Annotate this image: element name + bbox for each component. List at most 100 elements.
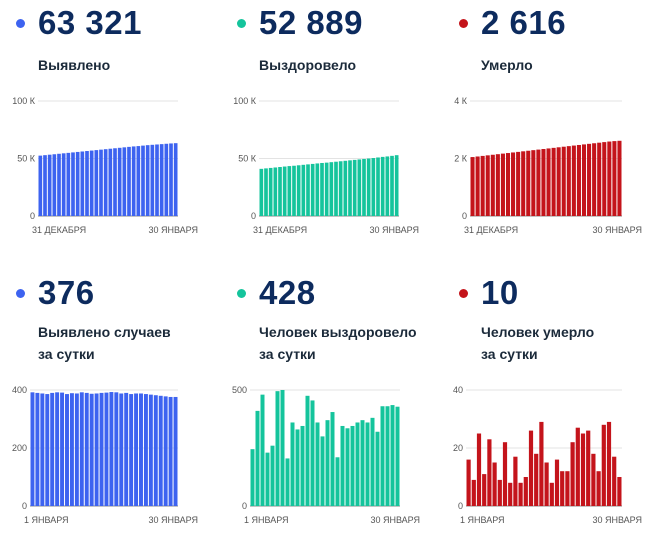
recovered-total-label: Выздоровело <box>259 57 357 73</box>
y-tick-label: 0 <box>462 211 467 221</box>
bar <box>275 391 280 506</box>
x-tick-label: 1 ЯНВАРЯ <box>244 515 289 525</box>
bar <box>301 164 306 216</box>
bar <box>343 160 348 216</box>
bar <box>366 158 371 216</box>
y-tick-label: 50 К <box>238 154 257 164</box>
bar <box>466 459 471 506</box>
x-tick-label: 30 ЯНВАРЯ <box>148 225 198 235</box>
bar <box>310 163 315 216</box>
bar <box>71 152 75 216</box>
bar <box>119 393 124 506</box>
bar <box>305 395 310 506</box>
bar <box>143 394 148 506</box>
y-tick-label: 4 К <box>454 96 468 106</box>
detected-total-value: 63 321 <box>38 4 142 41</box>
bar <box>549 482 554 506</box>
bar <box>52 154 57 216</box>
x-tick-label: 30 ЯНВАРЯ <box>592 515 642 525</box>
detected-total-label: Выявлено <box>38 57 111 73</box>
bar <box>470 157 475 216</box>
bar <box>580 433 586 506</box>
bar <box>109 392 114 506</box>
bar <box>306 164 310 216</box>
bar <box>591 453 596 506</box>
bar <box>280 390 285 506</box>
bar <box>362 158 366 216</box>
bar <box>61 153 66 216</box>
bar <box>290 422 295 506</box>
y-tick-label: 40 <box>453 385 463 395</box>
y-tick-label: 0 <box>458 501 463 511</box>
bar <box>345 428 350 506</box>
bar <box>315 163 320 216</box>
bar <box>570 442 575 506</box>
bar <box>586 430 591 506</box>
bar <box>47 154 52 216</box>
bar <box>114 392 119 506</box>
bar <box>385 156 390 216</box>
bar <box>541 149 546 216</box>
bar <box>89 393 94 506</box>
deaths-total-value: 2 616 <box>481 4 567 41</box>
y-tick-label: 200 <box>12 443 27 453</box>
bar <box>560 471 565 506</box>
y-tick-label: 0 <box>22 501 27 511</box>
bar <box>375 431 380 506</box>
bar <box>348 160 352 216</box>
bar <box>544 462 549 506</box>
bar <box>334 161 338 216</box>
bar <box>482 474 487 506</box>
bar <box>122 147 127 216</box>
bar <box>395 406 400 506</box>
bar <box>528 430 534 506</box>
bar <box>492 462 497 506</box>
bar <box>350 425 355 506</box>
bar <box>268 167 273 216</box>
bar <box>127 146 131 216</box>
bar <box>169 143 173 216</box>
bar <box>66 152 71 216</box>
bar <box>158 395 163 506</box>
bar <box>617 140 622 216</box>
bar <box>485 155 490 216</box>
x-tick-label: 30 ЯНВАРЯ <box>369 225 419 235</box>
bar <box>287 166 292 216</box>
bar <box>335 457 340 506</box>
bar <box>282 166 287 216</box>
bar <box>617 477 622 506</box>
y-tick-label: 500 <box>232 385 247 395</box>
bar <box>270 445 275 506</box>
bar <box>136 146 141 216</box>
y-tick-label: 400 <box>12 385 27 395</box>
bar <box>508 482 513 506</box>
bar <box>390 155 394 216</box>
bar <box>480 155 485 216</box>
series-dot <box>459 19 468 28</box>
bar <box>531 150 536 216</box>
bar <box>340 425 345 506</box>
bar <box>80 151 85 216</box>
bar <box>516 151 521 216</box>
recovered-total-value: 52 889 <box>259 4 363 41</box>
bar <box>320 436 325 506</box>
y-tick-label: 0 <box>251 211 256 221</box>
y-tick-label: 0 <box>30 211 35 221</box>
bar <box>295 429 300 506</box>
y-tick-label: 0 <box>242 501 247 511</box>
bar <box>89 150 94 216</box>
bar <box>141 145 145 216</box>
x-tick-label: 30 ЯНВАРЯ <box>592 225 642 235</box>
bar <box>265 452 270 506</box>
bar <box>65 394 69 506</box>
recovered-daily-value: 428 <box>259 274 316 311</box>
bar <box>390 405 395 506</box>
bar <box>168 396 173 506</box>
bar <box>173 396 178 506</box>
y-tick-label: 20 <box>453 443 463 453</box>
x-tick-label: 31 ДЕКАБРЯ <box>32 225 86 235</box>
bar <box>511 152 516 216</box>
